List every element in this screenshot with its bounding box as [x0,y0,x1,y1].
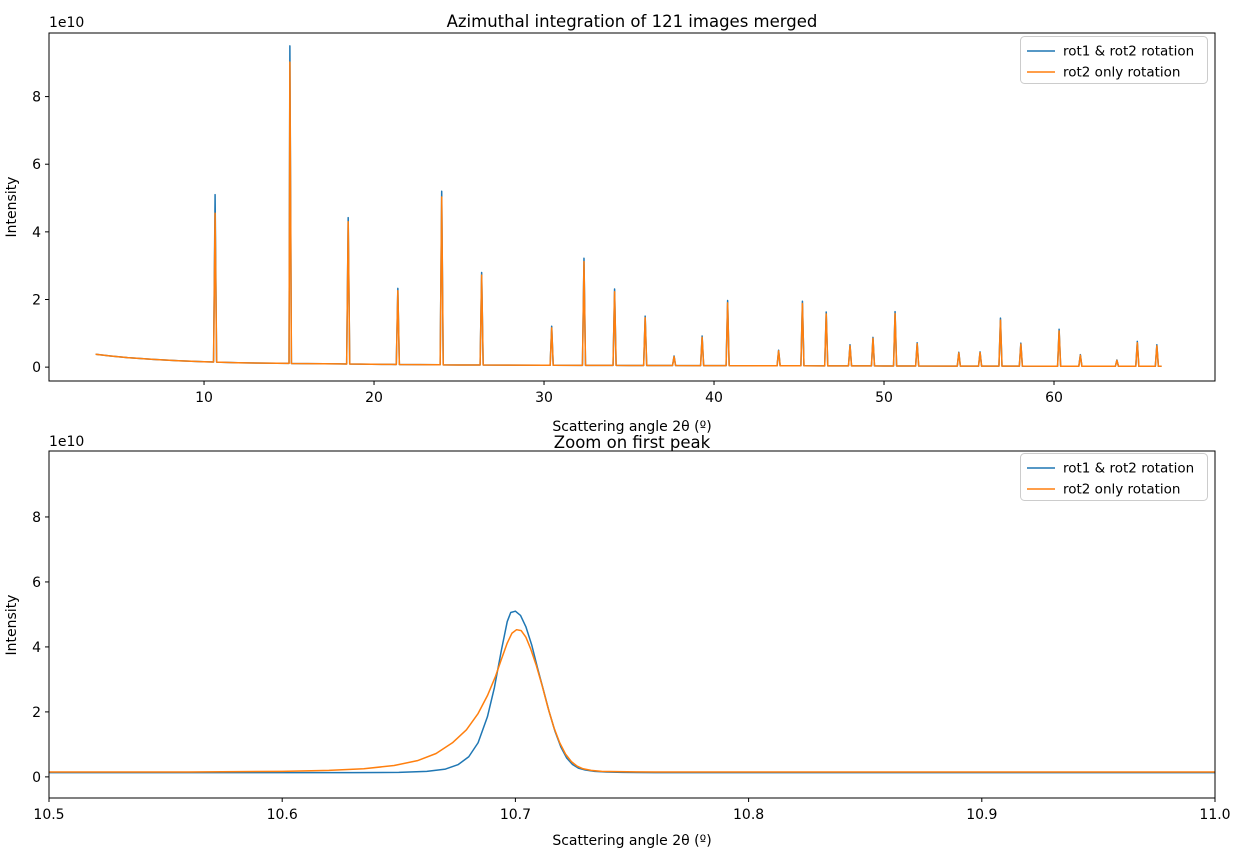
top-y-axis-label: Intensity [4,177,20,238]
x-tick-label: 20 [365,390,383,406]
legend-box [1020,453,1208,501]
y-tick-label: 8 [32,510,41,526]
legend-label-rot2-only: rot2 only rotation [1063,482,1180,498]
y-tick-label: 6 [32,157,41,173]
axes-spines [48,32,1216,382]
legend-label-rot1-rot2: rot1 & rot2 rotation [1063,44,1194,60]
top-axes: 10 20 30 40 50 60 0 2 4 6 8 [32,32,1216,406]
x-tick-label: 50 [875,390,893,406]
bottom-legend: rot1 & rot2 rotation rot2 only rotation [1020,453,1208,501]
legend-label-rot2-only: rot2 only rotation [1063,65,1180,81]
y-tick-label: 0 [32,770,41,786]
series-line-rot2-only [95,61,1162,368]
x-tick-label: 10.7 [500,807,531,823]
x-tick-label: 10.6 [267,807,298,823]
y-tick-label: 0 [32,360,41,376]
x-tick-label: 10.8 [733,807,764,823]
series-line-rot1-rot2 [49,610,1215,774]
series-line-rot2-only [49,628,1215,773]
y-tick-label: 8 [32,90,41,106]
top-chart-title: Azimuthal integration of 121 images merg… [447,12,818,31]
x-tick-label: 30 [535,390,553,406]
y-tick-label: 2 [32,705,41,721]
legend-label-rot1-rot2: rot1 & rot2 rotation [1063,461,1194,477]
bottom-chart: Zoom on first peak 1e10 Intensity Scatte… [4,433,1231,849]
y-tick-label: 6 [32,575,41,591]
bottom-axes: 10.5 10.6 10.7 10.8 10.9 11.0 0 2 4 6 8 [32,450,1231,823]
top-legend: rot1 & rot2 rotation rot2 only rotation [1020,36,1208,84]
bottom-y-axis-label: Intensity [4,595,20,656]
legend-box [1020,36,1208,84]
top-chart: Azimuthal integration of 121 images merg… [4,12,1216,435]
x-tick-label: 60 [1045,390,1063,406]
axes-spines [48,450,1216,799]
y-tick-label: 4 [32,640,41,656]
x-tick-label: 10.9 [966,807,997,823]
series-line-rot1-rot2 [95,45,1162,368]
x-tick-label: 10 [195,390,213,406]
bottom-x-axis-label: Scattering angle 2θ (º) [552,833,711,849]
y-tick-label: 4 [32,225,41,241]
y-tick-label: 2 [32,292,41,308]
x-tick-label: 11.0 [1199,807,1230,823]
x-tick-label: 40 [705,390,723,406]
bottom-chart-title: Zoom on first peak [554,433,711,452]
x-tick-label: 10.5 [33,807,64,823]
bottom-y-offset-text: 1e10 [49,434,84,450]
top-x-axis-label: Scattering angle 2θ (º) [552,419,711,435]
top-y-offset-text: 1e10 [49,15,84,31]
